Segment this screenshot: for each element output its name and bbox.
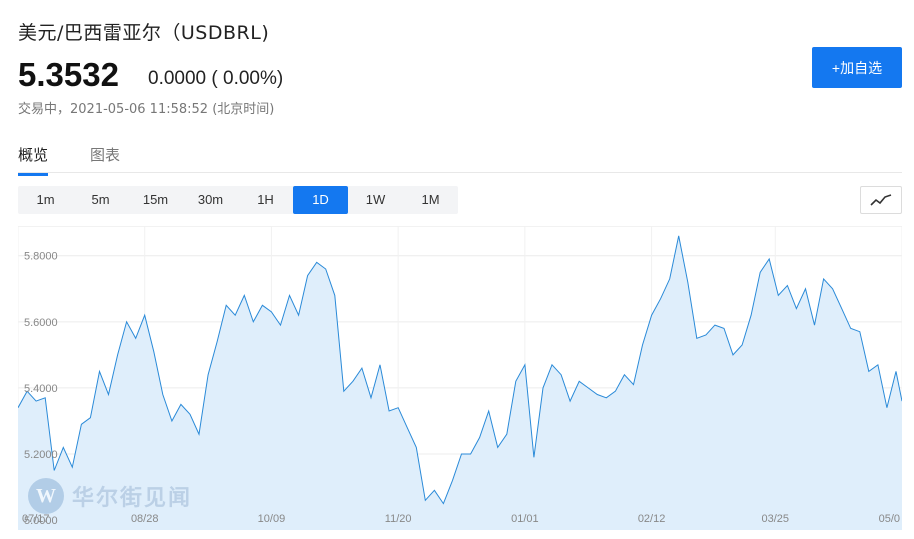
x-tick-label: 07/17 <box>22 513 50 525</box>
y-tick-label: 5.0000 <box>24 515 58 527</box>
price-chart[interactable]: 5.0000 5.2000 5.4000 5.6000 5.8000 07/17 08/28… <box>18 226 902 530</box>
x-tick-label: 05/0 <box>879 513 900 525</box>
x-tick-label: 10/09 <box>258 513 286 525</box>
add-to-watchlist-button[interactable]: +加自选 <box>812 47 902 88</box>
price-line <box>18 235 902 505</box>
period-1mo[interactable]: 1M <box>421 192 440 207</box>
x-tick-label: 02/12 <box>638 513 666 525</box>
chart-type-button[interactable] <box>860 186 902 214</box>
current-price: 5.3532 <box>18 56 119 93</box>
watermark-logo-icon: W <box>28 478 64 514</box>
trading-status: 交易中，2021-05-06 11:58:52 (北京时间) <box>18 102 275 117</box>
period-1d[interactable]: 1D <box>293 186 348 214</box>
line-chart-icon <box>870 194 892 206</box>
y-tick-label: 5.4000 <box>24 383 58 395</box>
period-1h[interactable]: 1H <box>257 192 274 207</box>
x-tick-label: 11/20 <box>385 513 412 525</box>
x-tick-label: 08/28 <box>131 513 159 525</box>
page-title: 美元/巴西雷亚尔（USDBRL) <box>18 22 270 44</box>
x-tick-label: 03/25 <box>762 513 790 525</box>
period-1w[interactable]: 1W <box>365 192 386 207</box>
price-change: 0.0000 ( 0.00%) <box>148 68 284 89</box>
y-tick-label: 5.8000 <box>24 251 58 263</box>
x-tick-label: 01/01 <box>511 513 539 525</box>
tab-overview[interactable]: 概览 <box>18 144 49 176</box>
period-15m[interactable]: 15m <box>142 192 169 207</box>
period-1m[interactable]: 1m <box>36 192 55 207</box>
y-tick-label: 5.6000 <box>24 317 58 329</box>
period-30m[interactable]: 30m <box>197 192 224 207</box>
watermark: W 华尔街见闻 <box>28 478 192 514</box>
period-selector: 1m 5m 15m 30m 1H 1D 1W 1M <box>18 186 458 214</box>
watermark-text: 华尔街见闻 <box>72 485 193 511</box>
tab-chart[interactable]: 图表 <box>90 146 121 164</box>
y-tick-label: 5.2000 <box>24 449 58 461</box>
price-area <box>18 235 902 530</box>
tab-bar: 概览 图表 <box>18 142 902 176</box>
price-chart-svg: 5.0000 5.2000 5.4000 5.6000 5.8000 07/17 08/28… <box>18 226 902 530</box>
period-5m[interactable]: 5m <box>91 192 110 207</box>
